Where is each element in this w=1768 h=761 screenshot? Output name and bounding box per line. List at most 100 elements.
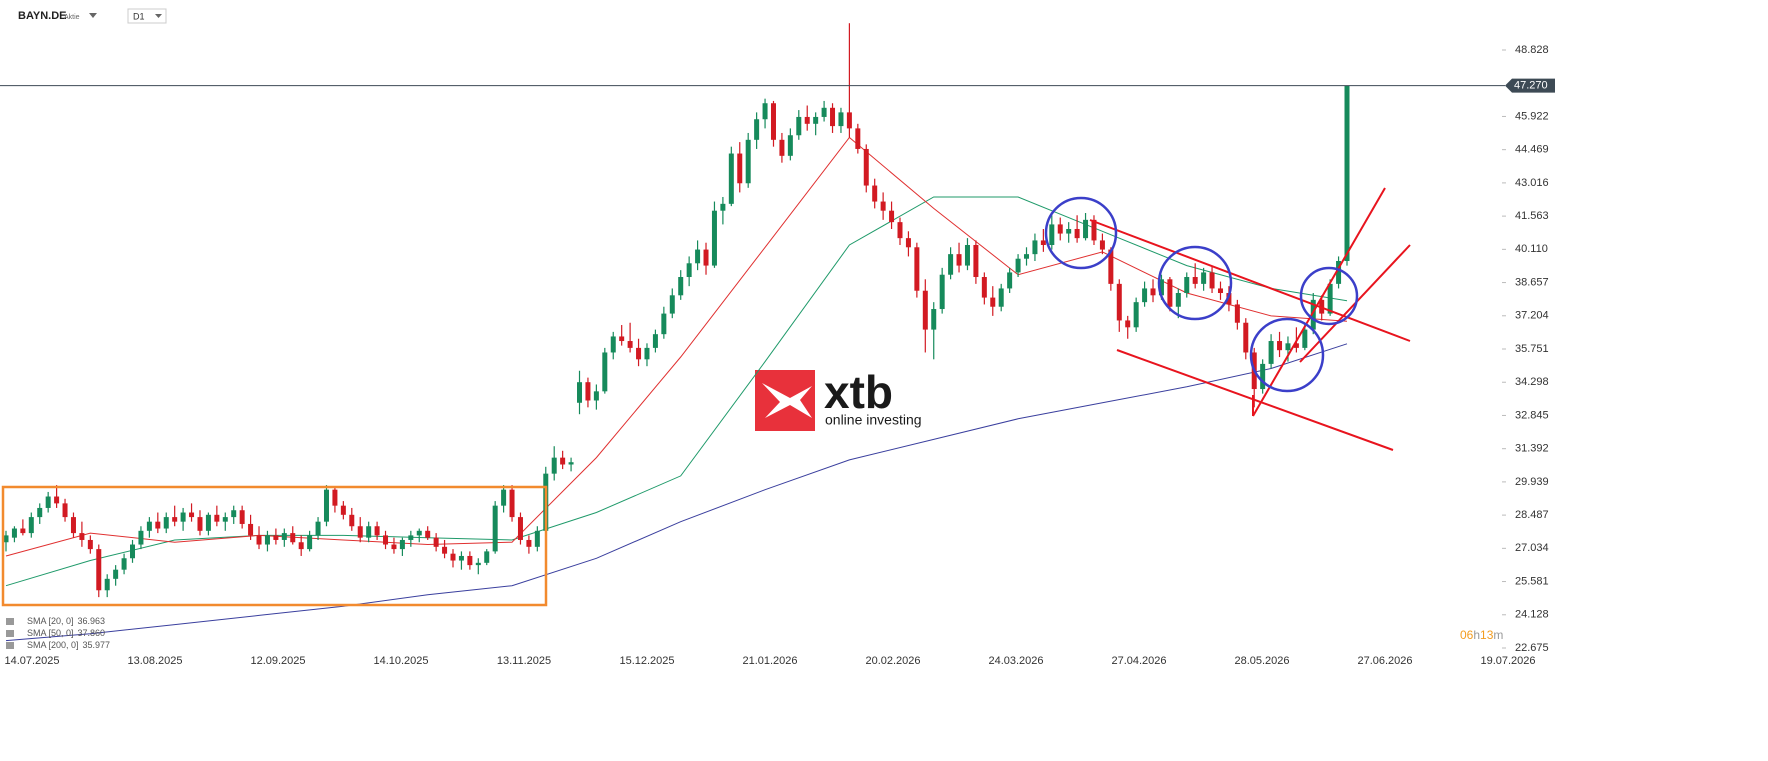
y-tick-label: 37.204 (1515, 310, 1549, 322)
candle-body (1133, 302, 1139, 328)
price-tag-label: 47.270 (1514, 80, 1548, 92)
plot (3, 23, 1350, 642)
candle-body (1192, 277, 1198, 284)
candle-body (121, 558, 127, 570)
y-tick-label: 27.034 (1515, 542, 1549, 554)
candle-body (1167, 279, 1173, 307)
candle-body (1057, 224, 1063, 234)
candle-body (1268, 341, 1274, 364)
highlight-circle[interactable] (1157, 245, 1233, 321)
candle-body (3, 535, 9, 543)
candle-body (948, 254, 954, 275)
candle-body (62, 503, 68, 518)
x-tick-label: 15.12.2025 (619, 655, 674, 667)
candle-body (593, 391, 599, 401)
y-tick-label: 32.845 (1515, 409, 1549, 421)
legend-name: SMA [50, 0] (27, 628, 74, 638)
candle-body (501, 489, 507, 506)
candle-body (1158, 279, 1164, 296)
x-tick-label: 20.02.2026 (865, 655, 920, 667)
candle-body (298, 542, 304, 550)
candle-body (1116, 283, 1122, 321)
candle-body (458, 555, 464, 561)
candle-body (146, 521, 152, 531)
candle-body (669, 295, 675, 314)
candle-body (290, 533, 296, 543)
candle-body (1277, 341, 1283, 351)
candle-body (264, 535, 270, 545)
highlight-circle[interactable] (1249, 317, 1325, 393)
candle-body (408, 535, 414, 540)
highlight-circle[interactable] (1299, 266, 1359, 326)
candle-body (433, 537, 439, 547)
candle-body (416, 530, 422, 536)
candle-body (1024, 254, 1030, 259)
legend-value: 37.860 (78, 628, 106, 638)
tagline: online investing (825, 412, 922, 428)
x-tick-label: 13.11.2025 (497, 655, 551, 667)
candle-body (973, 244, 979, 278)
sma-line (5, 196, 1348, 587)
y-tick-label: 44.469 (1515, 144, 1549, 156)
legend-name: SMA [20, 0] (27, 616, 74, 626)
candle-body (1336, 261, 1342, 284)
y-tick-label: 29.939 (1515, 476, 1549, 488)
candle-body (239, 510, 245, 524)
candle-body (619, 336, 625, 342)
range-box[interactable] (1, 485, 548, 607)
candle-body (1226, 293, 1232, 305)
candle-body (551, 457, 557, 474)
timeframe-arrow (155, 14, 162, 18)
trend-line[interactable] (1116, 349, 1394, 451)
candle-body (711, 210, 717, 266)
candle-body (492, 505, 498, 552)
candle-body (1234, 304, 1240, 323)
candle-body (163, 517, 169, 529)
symbol-dropdown[interactable] (89, 13, 97, 18)
candle-body (695, 249, 701, 264)
candle-body (509, 489, 515, 518)
candle-body (366, 526, 372, 538)
legend-name: SMA [200, 0] (27, 640, 79, 650)
x-tick-label: 14.07.2025 (4, 655, 59, 667)
candle-body (332, 489, 338, 506)
symbol[interactable]: BAYN.DE (18, 10, 67, 22)
axes: 22.675 24.128 25.581 27.034 28.487 29.939 31.3… (0, 44, 1555, 667)
candle-body (45, 496, 51, 508)
candle-body (442, 546, 448, 554)
candle-body (686, 263, 692, 278)
candle-body (652, 334, 658, 348)
y-tick-label: 24.128 (1515, 609, 1549, 621)
candle-body (779, 139, 785, 156)
candle-body (610, 336, 616, 353)
y-tick-label: 45.922 (1515, 110, 1549, 122)
candle-body (383, 535, 389, 545)
trend-line[interactable] (1089, 219, 1411, 342)
trend-line[interactable] (1252, 187, 1386, 417)
candle-body (315, 521, 321, 536)
candle-body (79, 533, 85, 540)
y-tick-label: 38.657 (1515, 276, 1549, 288)
candle-body (54, 496, 60, 504)
sma-line (5, 343, 1348, 642)
watermark: xtb online investing (755, 366, 922, 431)
candle-body (931, 309, 937, 330)
candle-body (1150, 288, 1156, 296)
candle-body (813, 116, 819, 124)
timeframe-select[interactable] (127, 8, 167, 24)
candle-body (1310, 299, 1316, 330)
y-tick-label: 40.110 (1515, 243, 1548, 255)
y-tick-label: 28.487 (1515, 509, 1549, 521)
y-tick-label: 41.563 (1515, 210, 1549, 222)
y-tick-label: 48.828 (1515, 44, 1549, 56)
candle-body (1040, 240, 1046, 245)
highlight-circle[interactable] (1044, 196, 1118, 270)
candle-body (661, 313, 667, 335)
candle-body (1007, 272, 1013, 289)
x-tick-label: 27.04.2026 (1111, 655, 1166, 667)
candle-body (796, 116, 802, 136)
hours: 06 (1460, 628, 1474, 642)
candle-body (762, 103, 768, 120)
candle-body (964, 244, 970, 266)
